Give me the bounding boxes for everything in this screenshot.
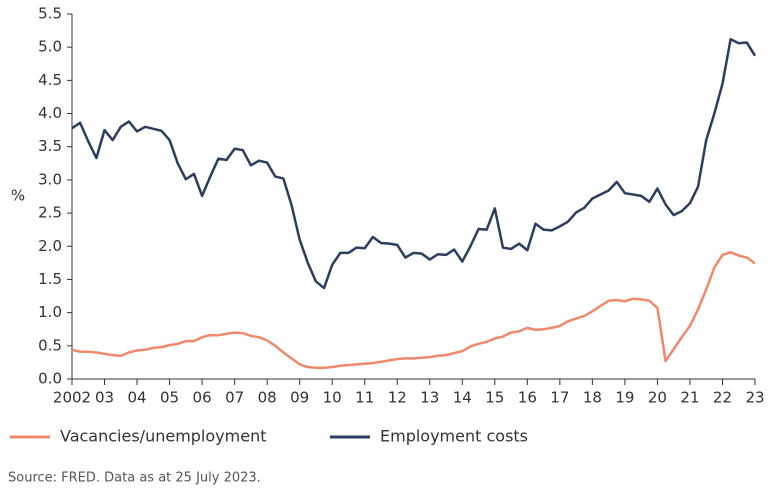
y-axis-label: % xyxy=(11,187,25,205)
x-tick-label: 16 xyxy=(518,389,537,407)
y-tick-label: 1.5 xyxy=(38,270,62,288)
x-tick-label: 08 xyxy=(258,389,277,407)
x-tick-label: 03 xyxy=(95,389,114,407)
y-tick-label: 4.0 xyxy=(38,104,62,122)
x-tick-label: 21 xyxy=(680,389,699,407)
x-tick-label: 05 xyxy=(160,389,179,407)
legend-label: Employment costs xyxy=(380,427,528,446)
x-tick-label: 15 xyxy=(485,389,504,407)
y-tick-label: 5.0 xyxy=(38,38,62,56)
y-tick-label: 2.5 xyxy=(38,204,62,222)
x-tick-label: 18 xyxy=(583,389,602,407)
x-tick-label: 06 xyxy=(193,389,212,407)
y-tick-label: 2.0 xyxy=(38,237,62,255)
y-tick-label: 3.0 xyxy=(38,170,62,188)
y-tick-label: 3.5 xyxy=(38,137,62,155)
x-tick-label: 13 xyxy=(420,389,439,407)
y-tick-label: 0.0 xyxy=(38,370,62,388)
y-tick-label: 0.5 xyxy=(38,336,62,354)
x-tick-label: 22 xyxy=(713,389,732,407)
x-tick-label: 04 xyxy=(128,389,147,407)
x-tick-label: 14 xyxy=(453,389,472,407)
y-tick-label: 1.0 xyxy=(38,303,62,321)
x-tick-label: 07 xyxy=(225,389,244,407)
source-note: Source: FRED. Data as at 25 July 2023. xyxy=(8,471,261,486)
y-tick-label: 5.5 xyxy=(38,5,62,23)
x-tick-label: 2002 xyxy=(53,389,91,407)
series-line xyxy=(71,37,757,290)
y-tick-label: 4.5 xyxy=(38,71,62,89)
x-tick-label: 19 xyxy=(615,389,634,407)
x-tick-label: 10 xyxy=(323,389,342,407)
x-tick-label: 11 xyxy=(355,389,374,407)
x-tick-label: 17 xyxy=(550,389,569,407)
x-tick-label: 23 xyxy=(745,389,764,407)
series-line xyxy=(71,251,756,369)
legend-label: Vacancies/unemployment xyxy=(60,427,266,446)
x-tick-label: 20 xyxy=(648,389,667,407)
x-tick-label: 12 xyxy=(388,389,407,407)
x-tick-label: 09 xyxy=(290,389,309,407)
